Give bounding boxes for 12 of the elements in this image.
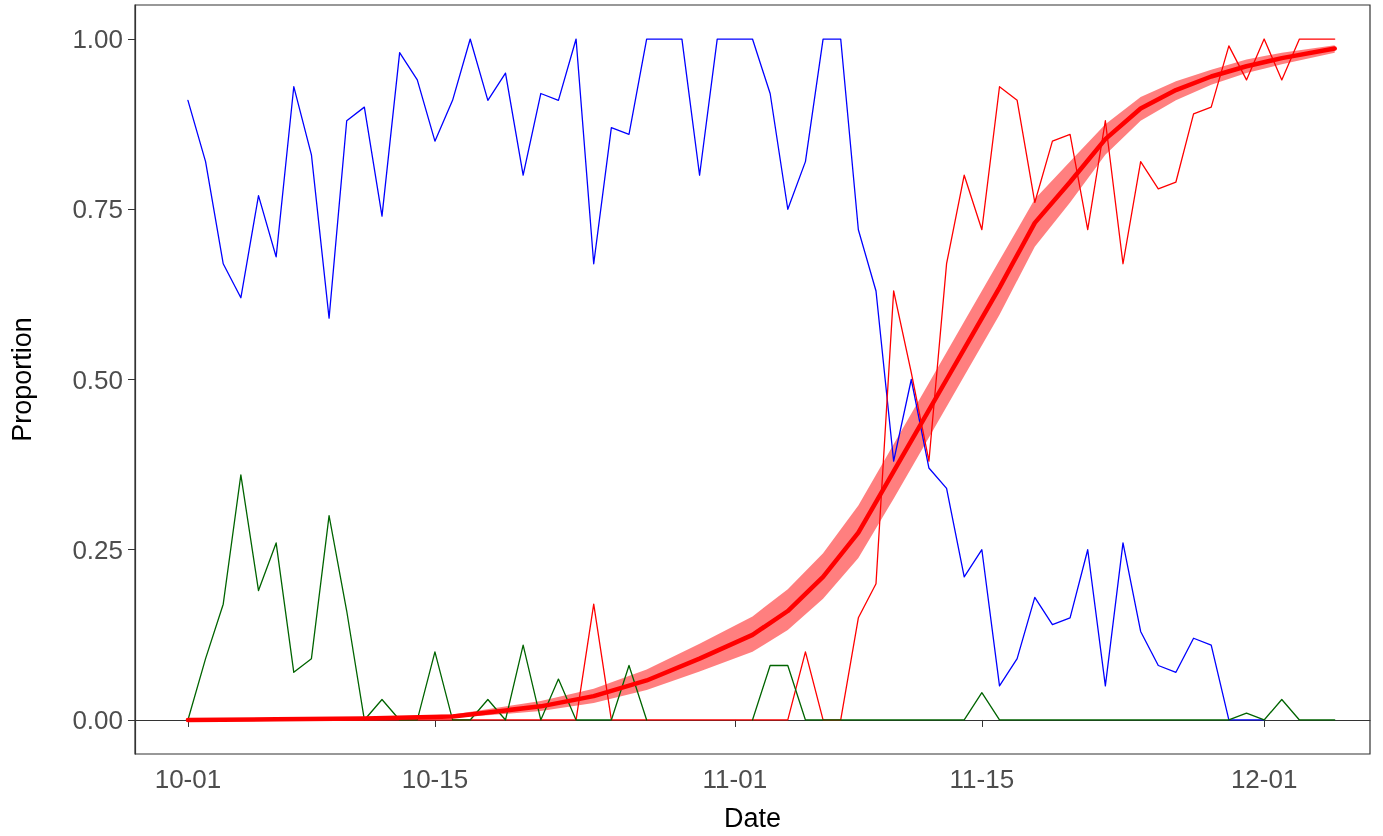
y-tick-label: 0.50: [72, 364, 123, 395]
x-axis-title: Date: [723, 802, 782, 833]
y-tick-label: 1.00: [72, 24, 123, 55]
x-tick-label: 10-15: [401, 764, 469, 794]
y-tick-label: 0.00: [72, 704, 123, 735]
x-tick-label: 11-15: [949, 764, 1015, 794]
x-tick-label: 12-01: [1230, 764, 1298, 794]
y-tick-label: 0.25: [72, 534, 123, 565]
x-tick-label: 10-01: [154, 764, 222, 794]
y-axis-title: Proportion: [6, 317, 37, 442]
y-tick-label: 0.75: [72, 194, 123, 225]
x-tick-label: 11-01: [702, 764, 768, 794]
